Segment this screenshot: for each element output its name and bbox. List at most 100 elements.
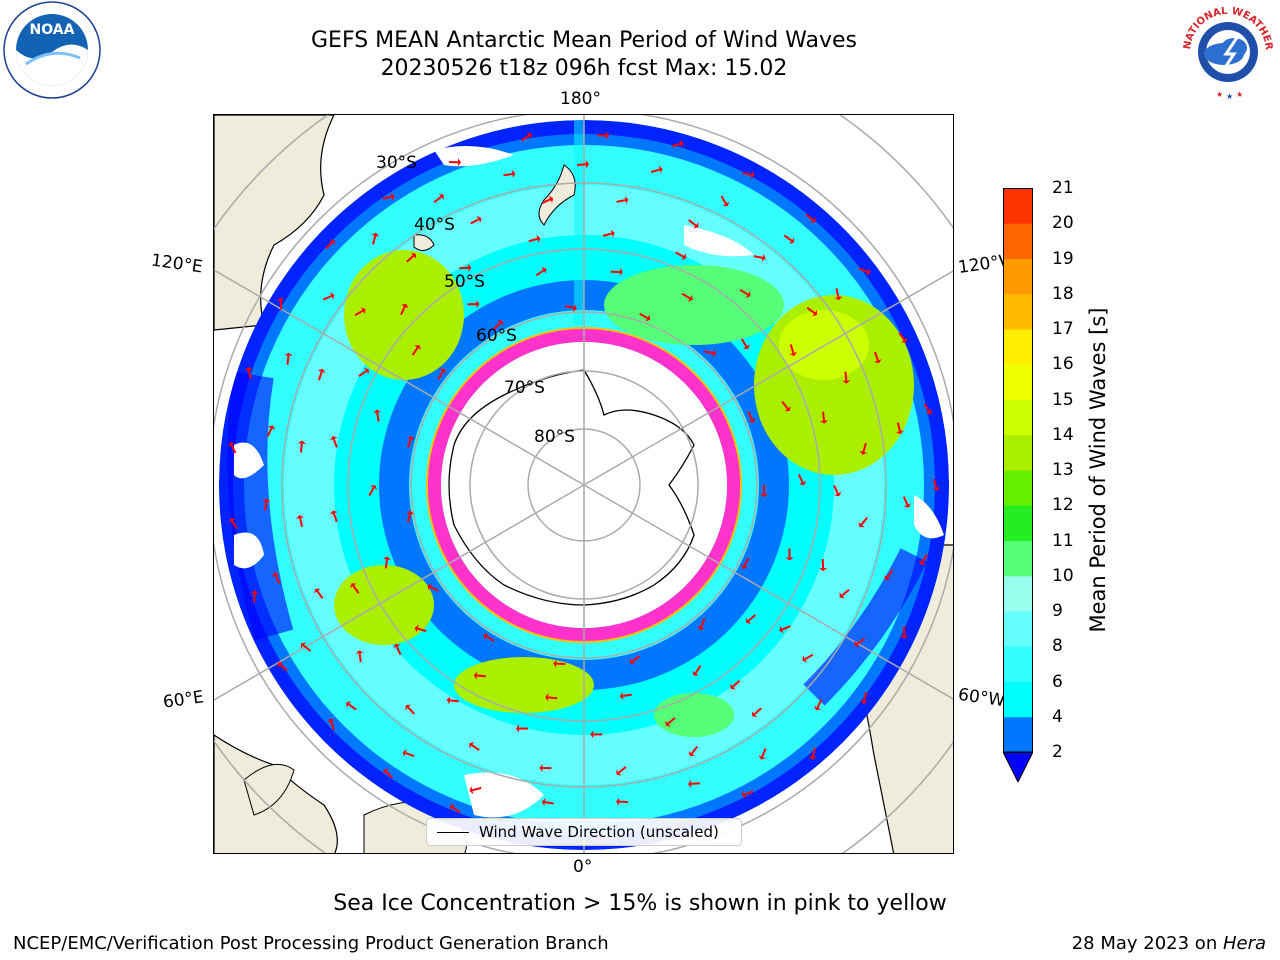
wind-wave-arrow — [395, 646, 402, 656]
wind-wave-arrow — [302, 644, 312, 652]
wind-wave-arrow — [690, 745, 699, 755]
wind-wave-arrow-head — [712, 349, 717, 358]
wind-wave-arrow — [923, 403, 931, 413]
map-title: GEFS MEAN Antarctic Mean Period of Wind … — [311, 28, 857, 53]
colorbar-tick-label: 21 — [1052, 178, 1074, 198]
wind-wave-arrow — [753, 255, 763, 259]
colorbar-tick-label: 8 — [1052, 636, 1063, 657]
wind-wave-arrow — [886, 569, 894, 578]
wind-wave-arrow — [576, 163, 587, 167]
wind-wave-arrow — [348, 703, 357, 711]
wind-wave-arrow — [544, 801, 554, 805]
wind-wave-arrow-head — [541, 798, 546, 807]
colorbar-underflow-triangle — [1003, 751, 1033, 782]
wind-wave-arrow — [833, 484, 839, 494]
wind-wave-arrow — [400, 306, 406, 316]
wind-wave-arrow-head — [810, 216, 816, 224]
colorbar-tick-label: 18 — [1052, 283, 1074, 304]
wind-wave-arrow-head — [364, 367, 369, 375]
colorbar-segment — [1003, 329, 1033, 365]
wind-wave-arrow-head — [473, 671, 478, 680]
wind-wave-arrow — [874, 351, 879, 361]
colorbar-segment — [1003, 399, 1033, 436]
new-zealand-landmass — [538, 164, 576, 226]
wind-wave-arrow — [902, 496, 909, 506]
lon-label-60w: 60°W — [956, 684, 1007, 712]
colorbar-tick-label: 15 — [1052, 389, 1074, 410]
wind-wave-arrow-head — [802, 655, 807, 663]
wind-wave-arrow-head — [619, 692, 624, 700]
wind-wave-arrow-head — [457, 158, 462, 167]
wind-wave-arrow — [862, 442, 867, 453]
wind-wave-arrow — [472, 787, 482, 792]
wind-wave-arrow — [739, 288, 749, 296]
wind-wave-arrow-head — [317, 368, 326, 373]
wind-wave-arrow-head — [227, 442, 236, 447]
wind-wave-arrow — [797, 474, 804, 484]
wind-wave-arrow-head — [401, 303, 409, 309]
wind-wave-arrow-head — [511, 169, 516, 178]
wind-wave-arrow — [694, 665, 702, 674]
wind-wave-arrow — [805, 213, 814, 221]
wind-wave-arrow-head — [741, 790, 747, 799]
wind-wave-arrow — [407, 706, 415, 715]
wind-wave-arrow — [835, 288, 840, 298]
wind-wave-arrow — [932, 478, 938, 489]
wind-wave-arrow-head — [228, 518, 236, 523]
wind-wave-arrow-head — [355, 650, 364, 654]
wind-wave-arrow — [368, 487, 375, 497]
wind-wave-arrow-head — [526, 132, 532, 139]
wind-wave-arrow-head — [925, 409, 933, 415]
wind-wave-arrow-head — [900, 635, 909, 639]
wind-wave-arrow-head — [750, 171, 755, 179]
wind-wave-arrow — [521, 134, 530, 142]
wind-wave-arrow — [417, 627, 427, 633]
wind-wave-arrow-head — [393, 643, 401, 649]
sea-ice-note: Sea Ice Concentration > 15% is shown in … — [333, 891, 947, 916]
wind-wave-arrow-head — [262, 498, 271, 503]
polar-map: 30°S 40°S 50°S 60°S 70°S 80°S — [213, 114, 954, 854]
colorbar-segment — [1003, 505, 1033, 541]
wind-wave-arrow-head — [476, 215, 482, 223]
wind-wave-arrow — [449, 699, 459, 703]
colorbar-segment — [1003, 364, 1033, 400]
wind-wave-arrow — [740, 338, 748, 348]
colorbar-segment — [1003, 293, 1033, 330]
wind-wave-arrow-head — [410, 252, 417, 259]
wind-wave-arrow — [385, 770, 394, 779]
lat-label-60s: 60°S — [476, 326, 517, 346]
wind-wave-arrow-head — [515, 724, 520, 733]
colorbar-segment — [1003, 434, 1033, 471]
lon-label-60e: 60°E — [161, 687, 206, 713]
svg-text:★: ★ — [1226, 92, 1233, 101]
footer-date-text: 28 May 2023 on — [1071, 933, 1223, 954]
wind-wave-arrow-head — [267, 425, 276, 430]
noaa-logo-text: NOAA — [30, 22, 75, 38]
wind-wave-arrow-head — [687, 779, 692, 788]
colorbar-segment — [1003, 716, 1033, 753]
wind-wave-arrow-head — [758, 755, 766, 760]
wind-wave-arrow — [358, 370, 367, 377]
wind-wave-arrow — [299, 443, 303, 453]
wind-wave-arrow — [332, 513, 338, 523]
lon-label-0: 0° — [573, 857, 593, 877]
wind-wave-arrow-head — [402, 749, 407, 757]
wind-wave-arrow — [266, 427, 273, 437]
high-period-region — [334, 565, 434, 645]
wind-wave-arrow — [690, 782, 701, 785]
wind-wave-arrow-head — [272, 572, 280, 577]
wind-wave-arrow-head — [789, 352, 798, 357]
svg-text:★: ★ — [1236, 90, 1243, 99]
colorbar-segment — [1003, 470, 1033, 506]
wind-wave-arrow-head — [449, 803, 455, 811]
wind-wave-arrow — [358, 653, 362, 663]
wind-wave-arrow-head — [390, 192, 395, 201]
wind-wave-arrow — [382, 195, 392, 200]
footer-producer: NCEP/EMC/Verification Post Processing Pr… — [13, 933, 609, 954]
wind-wave-arrow — [761, 748, 767, 758]
colorbar-tick-label: 19 — [1052, 248, 1074, 269]
wind-wave-arrow — [437, 370, 444, 380]
lon-label-120e: 120°E — [149, 250, 204, 278]
wind-wave-arrow-head — [813, 705, 822, 711]
wind-wave-arrow-head — [745, 617, 752, 624]
